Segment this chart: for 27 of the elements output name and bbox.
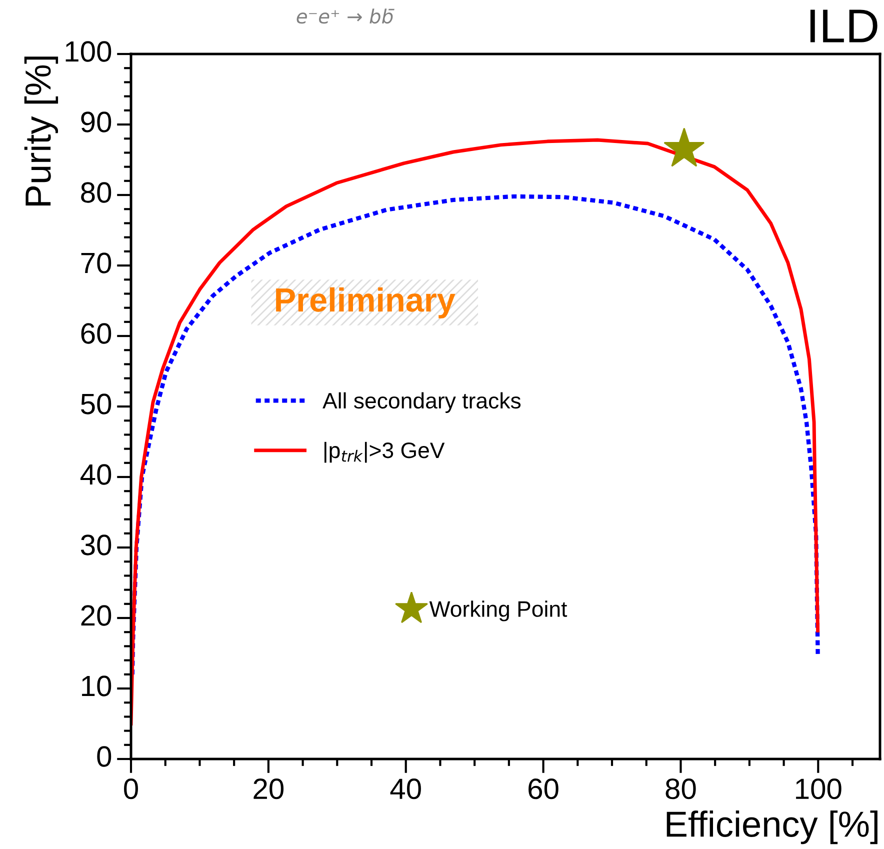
line-series xyxy=(131,138,820,726)
x-tick-label: 20 xyxy=(254,778,284,800)
line-series xyxy=(131,194,820,676)
y-tick-label: 0 xyxy=(97,746,112,767)
x-tick-label: 40 xyxy=(390,778,421,800)
y-tick-label: 80 xyxy=(81,182,112,203)
legend-label: Working Point xyxy=(429,600,568,622)
y-tick-label: 10 xyxy=(82,676,112,696)
x-tick-label: 0 xyxy=(124,778,138,800)
y-axis-title: Purity [%] xyxy=(24,56,58,206)
y-tick-label: 70 xyxy=(81,252,112,274)
x-tick-label: 100 xyxy=(796,778,842,800)
y-tick-label: 30 xyxy=(80,534,112,556)
annotation: Preliminary xyxy=(276,287,456,318)
y-tick-label: 100 xyxy=(66,41,112,62)
x-tick-label: 60 xyxy=(528,778,558,800)
legend-label: |p$_{trk}$|>3 GeV xyxy=(324,442,445,463)
legend-label: All secondary tracks xyxy=(322,392,521,414)
y-tick-label: 20 xyxy=(81,605,112,626)
y-tick-label: 40 xyxy=(80,464,112,485)
chart-title: ILD xyxy=(810,10,878,42)
x-tick-label: 80 xyxy=(666,778,696,800)
chart-subtitle: e⁻e⁺ → bb̄ xyxy=(296,8,394,24)
x-axis-title: Efficiency [%] xyxy=(666,810,878,844)
y-tick-label: 50 xyxy=(80,394,112,414)
y-tick-label: 60 xyxy=(81,323,112,344)
y-tick-label: 90 xyxy=(81,112,112,132)
